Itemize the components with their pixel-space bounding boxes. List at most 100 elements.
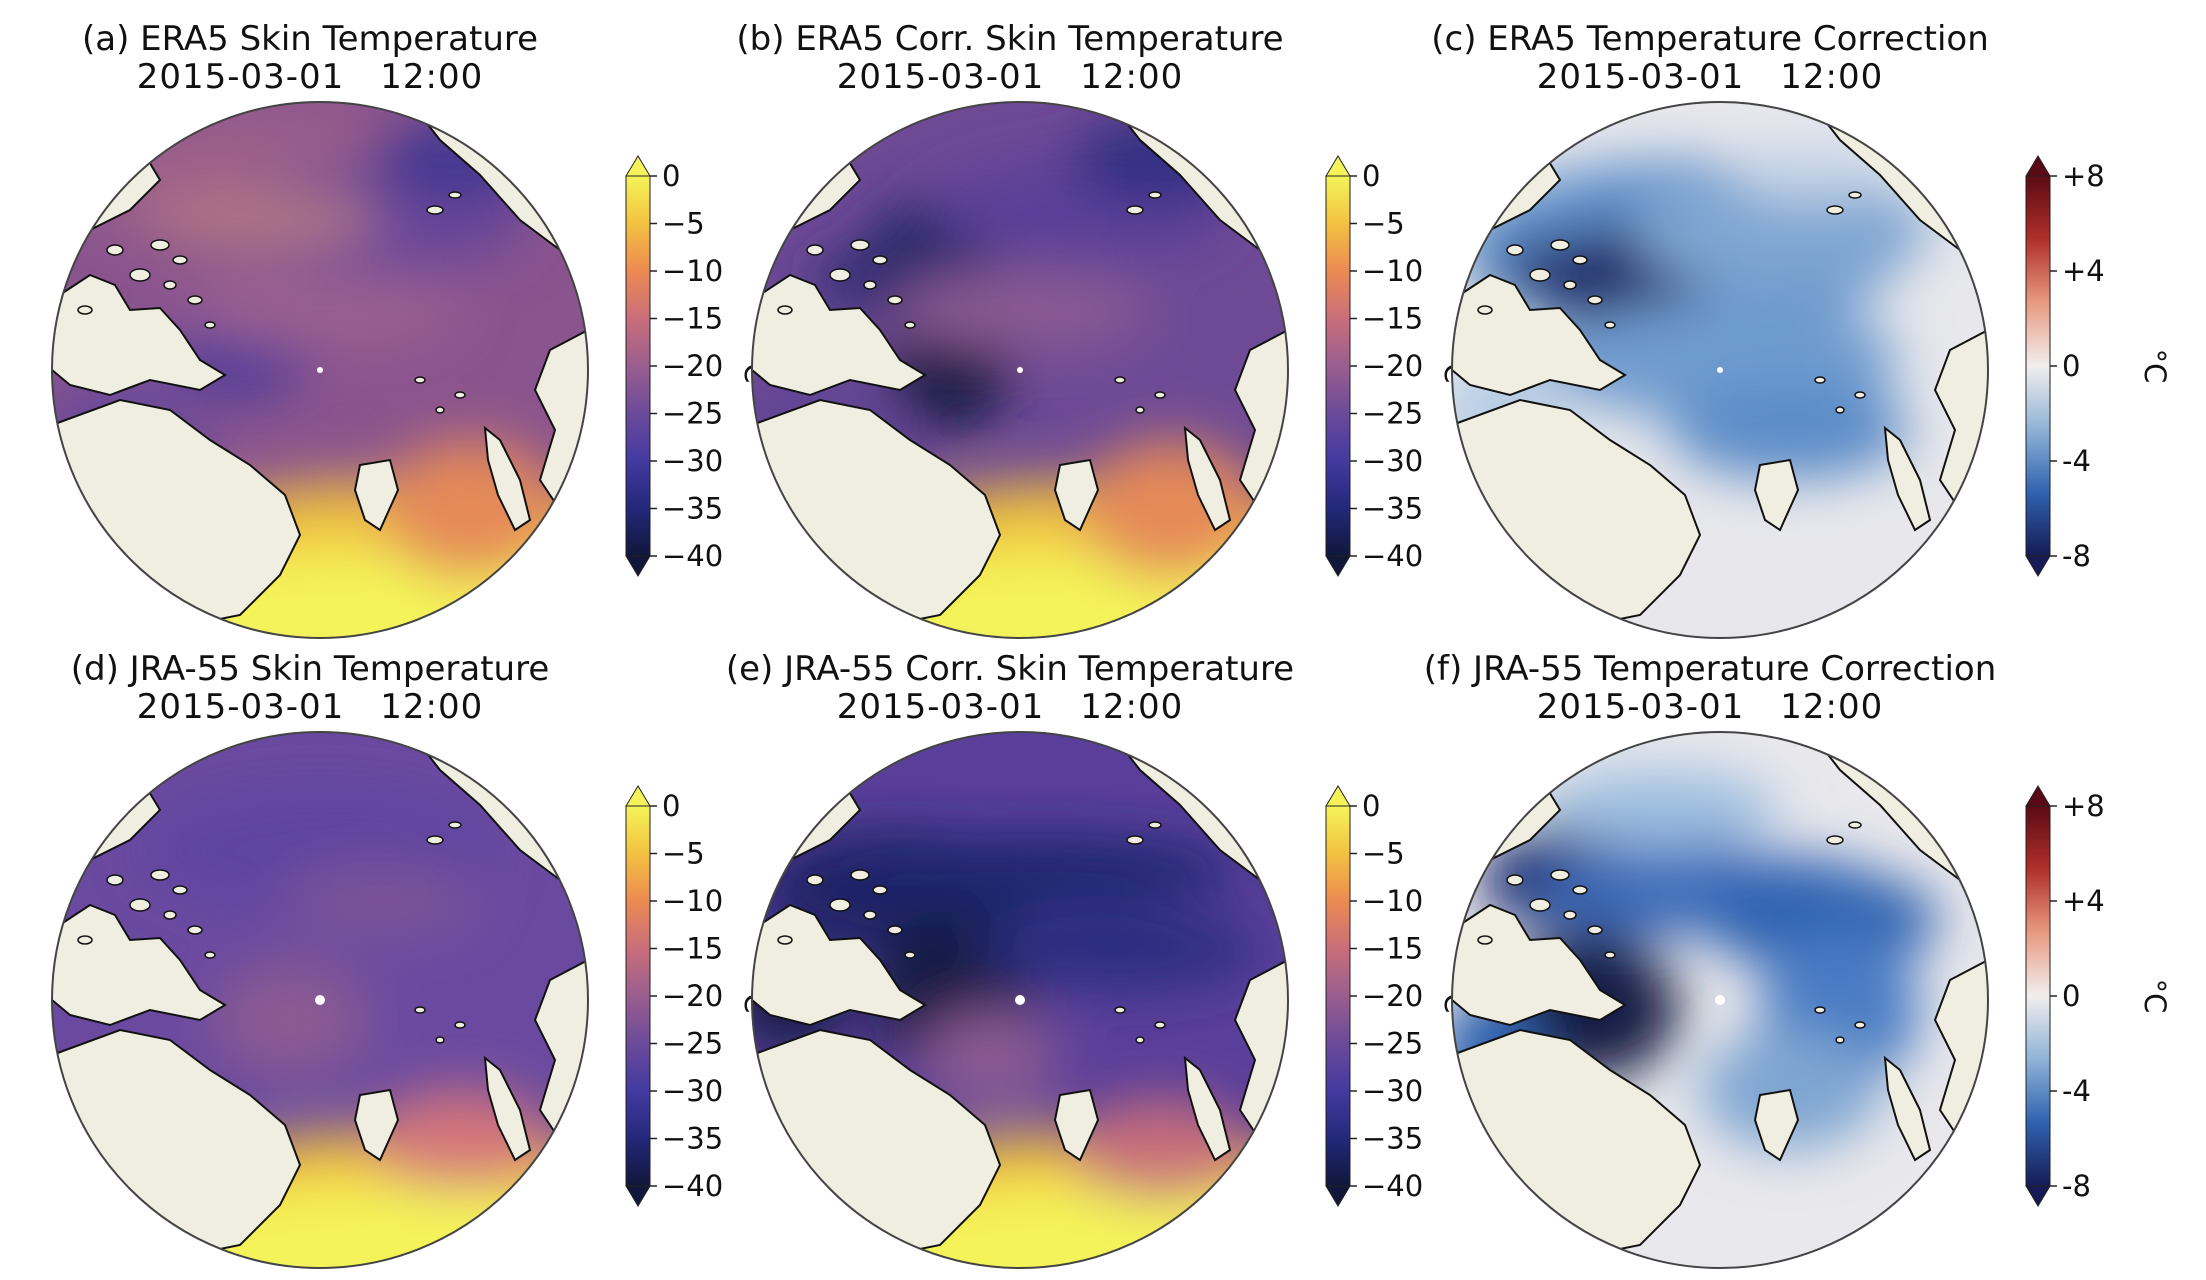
map-frame [1451, 101, 1989, 639]
panel-time: 12:00 [1780, 687, 1884, 727]
island [887, 925, 903, 935]
colorbar-tick-label: −20 [1362, 979, 1423, 1013]
panel-datetime: 2015-03-01 12:00 [0, 688, 620, 726]
land-canadaArch [1452, 273, 1627, 397]
north-pole-marker [317, 367, 323, 373]
island [1572, 255, 1588, 265]
island [1848, 191, 1862, 199]
island [1135, 1036, 1145, 1044]
colorbar-tick-label: −40 [662, 539, 723, 573]
island [806, 874, 824, 886]
land-svalbard [1053, 458, 1100, 532]
map-panel-e: (e) JRA-55 Corr. Skin Temperature 2015-0… [700, 630, 1472, 1270]
colorbar-tick-label: −30 [1362, 1074, 1423, 1108]
island [1154, 1021, 1166, 1029]
map-frame [51, 101, 589, 639]
panel-date: 2015-03-01 [836, 57, 1045, 97]
panel-datetime: 2015-03-01 12:00 [700, 688, 1320, 726]
colorbar-extend-min [1325, 1185, 1351, 1207]
island [1587, 925, 1603, 935]
colorbar-tick-label: −10 [1362, 884, 1423, 918]
colorbar-extend-max [625, 785, 651, 807]
island [1506, 874, 1524, 886]
panel-time: 12:00 [1780, 57, 1884, 97]
island [904, 321, 916, 329]
colorbar-tick-label: +4 [2062, 884, 2105, 918]
colorbar-tick-label: −25 [662, 397, 723, 431]
island [172, 255, 188, 265]
colorbar-tick-label: −5 [1362, 837, 1405, 871]
map-panel-d: (d) JRA-55 Skin Temperature 2015-03-01 12… [0, 630, 772, 1270]
island [106, 874, 124, 886]
map-frame [51, 731, 589, 1269]
island [187, 295, 203, 305]
colorbar-tick-label: -8 [2062, 539, 2091, 573]
colorbar-extend-min [625, 555, 651, 577]
colorbar-tick-label: 0 [2062, 349, 2080, 383]
panel-date: 2015-03-01 [1536, 687, 1745, 727]
island [1529, 898, 1551, 912]
panel-time: 12:00 [1080, 57, 1184, 97]
panel-title: (a) ERA5 Skin Temperature [81, 19, 539, 59]
island [1826, 835, 1844, 845]
colorbar-tick-label: +4 [2062, 254, 2105, 288]
colorbar-extend-min [2025, 555, 2051, 577]
island [435, 406, 445, 414]
land-canadaArch [52, 903, 227, 1027]
colorbar-tick-label: −30 [662, 444, 723, 478]
colorbar-tick-label: -8 [2062, 1169, 2091, 1203]
island [448, 191, 462, 199]
island [1848, 821, 1862, 829]
island [106, 244, 124, 256]
polar-map: 0−5−10−15−20−25−30−35−40°C [751, 731, 1472, 1269]
colorbar-extend-max [1325, 785, 1351, 807]
panel-title: (b) ERA5 Corr. Skin Temperature [736, 19, 1284, 59]
colorbar-tick-label: +8 [2062, 159, 2105, 193]
land-novaya [483, 425, 532, 532]
island [163, 280, 177, 290]
island [887, 295, 903, 305]
island [1154, 391, 1166, 399]
colorbar-tick-label: -4 [2062, 444, 2091, 478]
island [1550, 239, 1570, 251]
island [863, 280, 877, 290]
colorbar-tick-label: −35 [1362, 492, 1423, 526]
panel-date: 2015-03-01 [136, 687, 345, 727]
panel-title: (c) ERA5 Temperature Correction [1431, 19, 1989, 59]
polar-map: +8 +4 0 -4 -8 °C [1451, 101, 2172, 639]
polar-map: 0−5−10−15−20−25−30−35−40°C [51, 731, 772, 1269]
colorbar: +8 +4 0 -4 -8 °C [2025, 155, 2172, 577]
north-pole-marker [1015, 995, 1025, 1005]
island [1135, 406, 1145, 414]
island [777, 935, 793, 945]
island [414, 376, 426, 384]
island [1814, 376, 1826, 384]
colorbar-unit-label: °C [2138, 979, 2172, 1014]
panel-datetime: 2015-03-01 12:00 [700, 58, 1320, 96]
colorbar-tick-label: −25 [1362, 397, 1423, 431]
land-svalbard [1753, 1088, 1800, 1162]
colorbar-tick-label: −5 [1362, 207, 1405, 241]
colorbar-tick-label: −20 [1362, 349, 1423, 383]
island [204, 951, 216, 959]
colorbar-tick-label: −10 [662, 884, 723, 918]
colorbar-tick-label: −20 [662, 979, 723, 1013]
island [1148, 821, 1162, 829]
colorbar-tick-label: 0 [1362, 789, 1380, 823]
island [850, 239, 870, 251]
map-frame [751, 731, 1289, 1269]
island [1126, 835, 1144, 845]
island [172, 885, 188, 895]
land-canadaArch [1452, 903, 1627, 1027]
land-canadaArch [752, 273, 927, 397]
island [204, 321, 216, 329]
island [872, 255, 888, 265]
colorbar-tick-label: −10 [662, 254, 723, 288]
island [426, 835, 444, 845]
island [829, 268, 851, 282]
island [1126, 205, 1144, 215]
island [150, 869, 170, 881]
island [1477, 305, 1493, 315]
land-svalbard [1753, 458, 1800, 532]
island [850, 869, 870, 881]
